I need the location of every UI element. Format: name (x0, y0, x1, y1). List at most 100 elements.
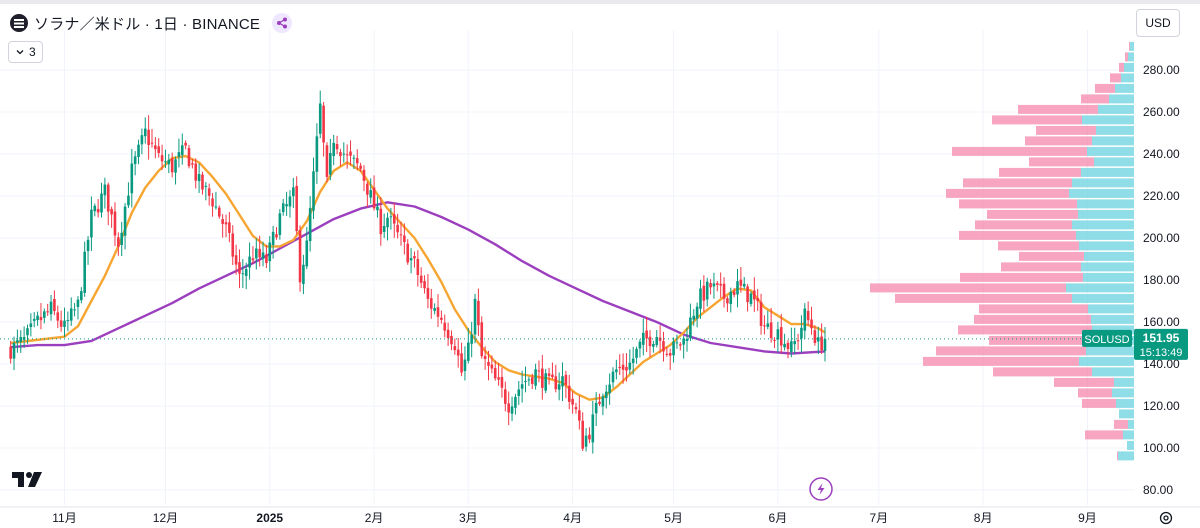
volume-profile-buy-bar (1079, 356, 1134, 366)
candle-body (520, 384, 524, 389)
candle-body (49, 301, 53, 315)
chart-title: ソラナ／米ドル · 1日 · BINANCE (34, 15, 261, 33)
candle-body (238, 262, 241, 274)
candle-body (180, 145, 184, 156)
candle-body (268, 242, 272, 262)
candle-body (332, 142, 335, 156)
candle-body (537, 370, 541, 372)
candle-body (187, 148, 191, 167)
share-icon[interactable] (272, 13, 293, 33)
candle-body (477, 300, 480, 326)
candle-body (433, 308, 436, 311)
candle-body (631, 358, 635, 364)
candle-body (157, 146, 161, 154)
x-tick-label: 12月 (153, 511, 178, 525)
candle-body (601, 396, 605, 407)
volume-profile-sell-bar (993, 367, 1092, 377)
candle-body (806, 310, 810, 321)
lightning-icon[interactable] (809, 477, 833, 501)
candle-body (460, 353, 463, 373)
candle-body (719, 283, 722, 286)
candle-body (551, 374, 554, 378)
candle-body (177, 152, 181, 157)
volume-profile-sell-bar (1082, 398, 1116, 408)
volume-profile-buy-bar (1066, 283, 1134, 293)
candle-body (73, 309, 76, 311)
volume-profile-buy-bar (1081, 167, 1134, 177)
candle-body (561, 376, 564, 387)
candle-body (261, 252, 265, 259)
volume-profile-sell-bar (1085, 430, 1123, 440)
candle-body (453, 346, 457, 351)
candle-body (26, 328, 29, 336)
volume-profile-buy-bar (1124, 62, 1134, 72)
volume-profile-buy-bar (1078, 209, 1134, 219)
candle-body (211, 198, 214, 207)
ma-slow-line (10, 201, 826, 355)
volume-profile-buy-bar (1082, 115, 1134, 125)
candle-body (184, 142, 187, 146)
candle-body (581, 420, 585, 449)
candle-body (611, 371, 615, 383)
volume-profile-buy-bar (1077, 199, 1134, 209)
volume-profile-sell-bar (963, 178, 1072, 188)
candle-body (470, 334, 473, 344)
candle-body (641, 332, 645, 345)
x-tick-label: 7月 (869, 511, 888, 525)
settings-gear-icon[interactable] (1158, 510, 1178, 526)
candle-body (308, 208, 312, 242)
candle-body (379, 208, 383, 235)
indicator-count: 3 (29, 45, 36, 59)
volume-profile (870, 41, 1134, 461)
candle-body (12, 342, 16, 359)
candle-body (147, 129, 150, 145)
candle-body (349, 151, 352, 156)
candle-body (302, 264, 305, 285)
candle-body (76, 299, 80, 307)
candle-body (312, 171, 315, 211)
candle-body (285, 204, 288, 207)
last-price-label: 151.95 (1143, 331, 1180, 345)
candle-body (662, 341, 665, 352)
candle-body (251, 258, 255, 261)
volume-profile-sell-bar (895, 293, 1072, 303)
symbol-header[interactable]: ソラナ／米ドル · 1日 · BINANCE (10, 12, 293, 34)
solana-logo-icon (10, 14, 28, 32)
chart-grid (0, 30, 1134, 505)
candle-body (204, 185, 208, 187)
volume-profile-buy-bar (1072, 293, 1134, 303)
volume-profile-buy-bar (1094, 157, 1134, 167)
candle-body (248, 256, 251, 268)
candle-body (635, 348, 638, 358)
candle-body (753, 290, 756, 300)
candle-body (699, 288, 702, 309)
candle-body (655, 337, 659, 346)
candle-body (366, 183, 369, 195)
candle-body (763, 325, 766, 327)
candle-body (571, 398, 574, 405)
candle-body (278, 213, 282, 235)
volume-profile-buy-bar (1076, 230, 1134, 240)
candle-body (160, 155, 164, 162)
candle-body (594, 402, 598, 414)
countdown-label: 15:13:49 (1140, 347, 1183, 359)
candle-body (436, 307, 440, 317)
currency-select[interactable]: USD (1136, 9, 1180, 37)
candle-body (527, 379, 531, 381)
candle-body (9, 346, 12, 359)
volume-profile-buy-bar (1109, 94, 1134, 104)
candle-body (514, 396, 517, 408)
candle-body (103, 184, 107, 196)
candle-body (493, 368, 497, 379)
indicators-toggle-button[interactable]: 3 (8, 41, 43, 63)
candle-body (574, 407, 578, 410)
y-tick-label: 120.00 (1143, 399, 1180, 413)
candle-body (779, 327, 783, 346)
y-tick-label: 240.00 (1143, 147, 1180, 161)
candle-body (440, 317, 443, 320)
candle-body (137, 144, 140, 157)
candle-body (322, 105, 325, 143)
candle-body (214, 206, 218, 208)
candle-body (342, 153, 346, 155)
